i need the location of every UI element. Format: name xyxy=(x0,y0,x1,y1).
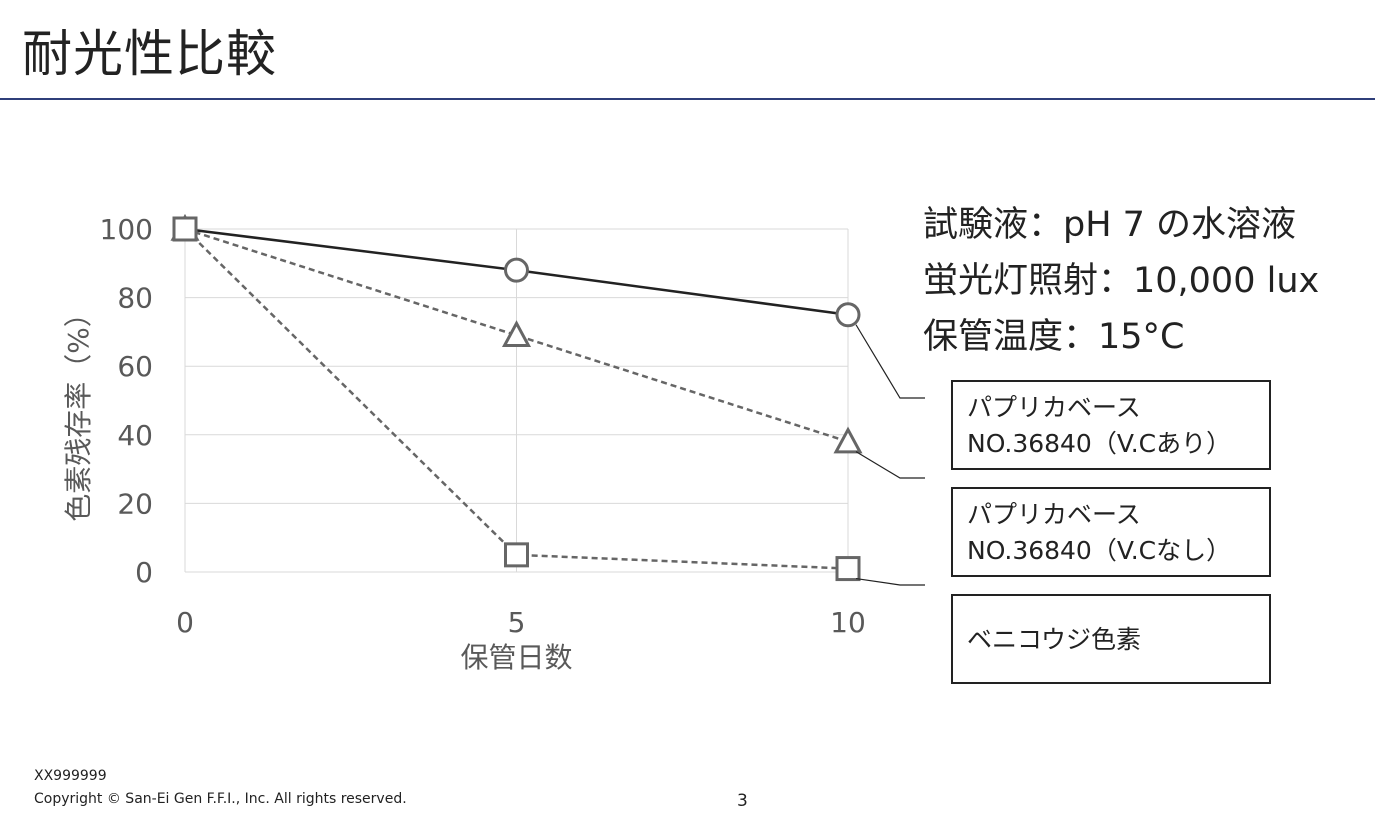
data-point-triangle xyxy=(501,320,532,348)
legend-box-paprika-no-vc: パプリカベース NO.36840（V.Cなし） xyxy=(951,487,1271,577)
y-tick-label: 40 xyxy=(117,419,153,452)
page-title: 耐光性比較 xyxy=(22,25,277,83)
legend-label-line: NO.36840（V.Cあり） xyxy=(967,429,1232,458)
y-tick-label: 0 xyxy=(135,556,153,589)
leader-line-3 xyxy=(855,577,925,586)
y-tick-label: 20 xyxy=(117,487,153,520)
page-number: 3 xyxy=(737,791,748,811)
legend-box-benikouji: ベニコウジ色素 xyxy=(951,594,1271,684)
legend-label-line: NO.36840（V.Cなし） xyxy=(967,536,1232,565)
data-point-square xyxy=(172,216,198,242)
condition-test-solution: 試験液：pH 7 の水溶液 xyxy=(923,205,1297,245)
copyright: Copyright © San-Ei Gen F.F.I., Inc. All … xyxy=(34,791,407,807)
condition-illumination: 蛍光灯照射：10,000 lux xyxy=(923,261,1320,301)
leader-line-2 xyxy=(855,451,925,479)
y-tick-label: 80 xyxy=(117,282,153,315)
condition-temperature: 保管温度：15°C xyxy=(923,317,1185,357)
data-point-circle xyxy=(504,257,529,283)
legend-label-line: パプリカベース xyxy=(967,500,1141,529)
series-line-2 xyxy=(184,227,849,443)
data-point-triangle xyxy=(833,426,863,454)
data-point-square xyxy=(504,542,529,568)
y-axis-title: 色素残存率（%） xyxy=(62,299,95,522)
y-tick-label: 60 xyxy=(117,350,153,383)
data-point-circle xyxy=(835,302,861,328)
x-axis-title: 保管日数 xyxy=(460,641,572,674)
y-tick-label: 100 xyxy=(100,213,153,246)
title-divider xyxy=(0,98,1375,100)
x-tick-label: 10 xyxy=(830,606,866,639)
legend-label-line: ベニコウジ色素 xyxy=(967,625,1142,654)
document-code: XX999999 xyxy=(34,768,107,784)
x-tick-label: 5 xyxy=(508,606,526,639)
leader-line-1 xyxy=(855,324,925,399)
data-point-square xyxy=(835,556,861,582)
x-tick-label: 0 xyxy=(176,606,194,639)
legend-label-line: パプリカベース xyxy=(967,393,1141,422)
legend-box-paprika-vc: パプリカベース NO.36840（V.Cあり） xyxy=(951,380,1271,470)
